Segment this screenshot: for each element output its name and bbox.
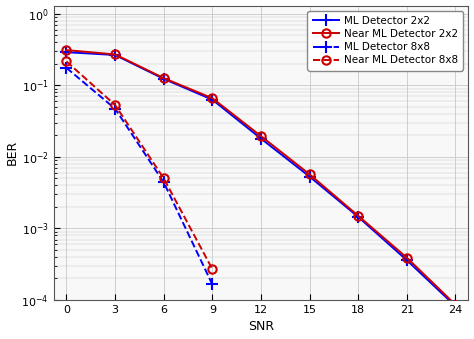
ML Detector 8x8 xyxy=(64,66,69,70)
ML Detector 8x8 xyxy=(161,180,166,184)
X-axis label: SNR: SNR xyxy=(248,320,274,334)
ML Detector 2x2 xyxy=(258,137,264,141)
Near ML Detector 2x2 xyxy=(356,214,361,218)
Near ML Detector 2x2 xyxy=(64,48,69,52)
Near ML Detector 2x2 xyxy=(112,53,118,57)
ML Detector 2x2 xyxy=(356,215,361,219)
Legend: ML Detector 2x2, Near ML Detector 2x2, ML Detector 8x8, Near ML Detector 8x8: ML Detector 2x2, Near ML Detector 2x2, M… xyxy=(308,11,463,71)
Line: Near ML Detector 2x2: Near ML Detector 2x2 xyxy=(62,46,460,309)
Y-axis label: BER: BER xyxy=(6,140,18,165)
ML Detector 2x2 xyxy=(112,53,118,57)
ML Detector 2x2 xyxy=(64,50,69,54)
ML Detector 2x2 xyxy=(307,175,312,179)
Near ML Detector 8x8 xyxy=(112,103,118,107)
Near ML Detector 8x8 xyxy=(161,176,166,180)
Near ML Detector 2x2 xyxy=(210,96,215,100)
Near ML Detector 2x2 xyxy=(161,76,166,80)
ML Detector 2x2 xyxy=(161,77,166,81)
ML Detector 2x2 xyxy=(453,304,458,308)
ML Detector 2x2 xyxy=(210,98,215,102)
ML Detector 8x8 xyxy=(210,282,215,286)
ML Detector 2x2 xyxy=(404,258,410,262)
Line: ML Detector 8x8: ML Detector 8x8 xyxy=(61,62,218,290)
Near ML Detector 2x2 xyxy=(453,303,458,307)
Near ML Detector 2x2 xyxy=(404,256,410,260)
Line: ML Detector 2x2: ML Detector 2x2 xyxy=(61,47,461,312)
ML Detector 8x8 xyxy=(112,107,118,111)
Near ML Detector 8x8 xyxy=(210,267,215,271)
Near ML Detector 8x8 xyxy=(64,59,69,63)
Near ML Detector 2x2 xyxy=(258,134,264,138)
Near ML Detector 2x2 xyxy=(307,172,312,176)
Line: Near ML Detector 8x8: Near ML Detector 8x8 xyxy=(62,57,217,273)
